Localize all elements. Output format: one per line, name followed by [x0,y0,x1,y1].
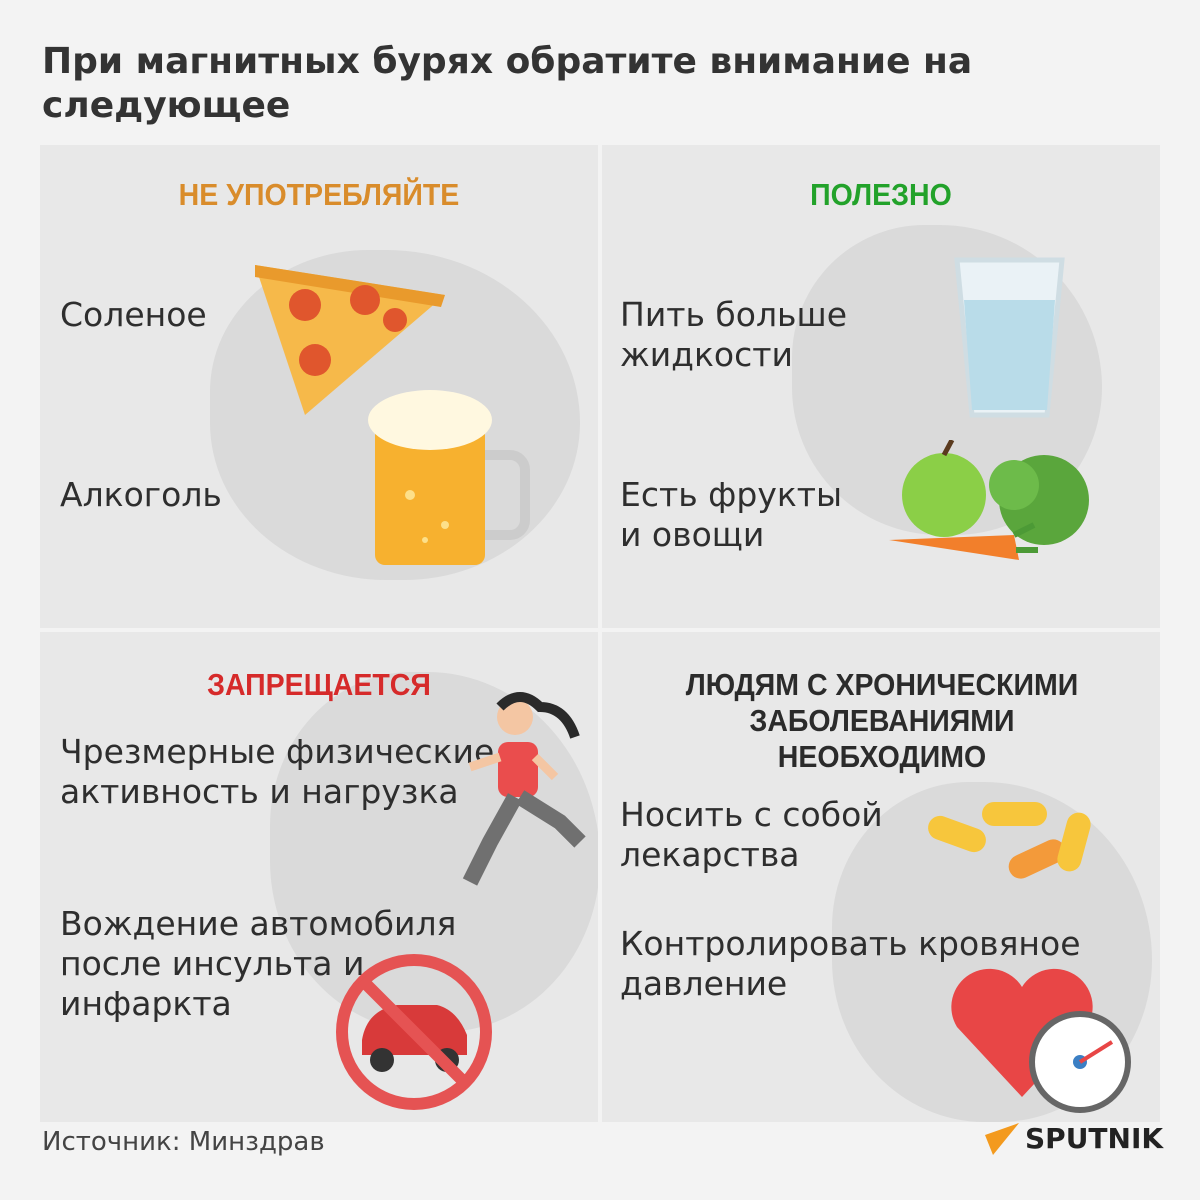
item-drink-fluids: Пить больше жидкости [620,295,848,374]
heading-forbidden: ЗАПРЕЩАЕТСЯ [207,667,431,702]
heading-chronic-diseases: ЛЮДЯМ С ХРОНИЧЕСКИМИ ЗАБОЛЕВАНИЯМИ НЕОБХ… [685,667,1079,774]
logo-text: SPUTNIK [1025,1122,1164,1155]
background-blob [270,672,598,1032]
item-alcohol: Алкоголь [60,475,222,514]
beer-mug-icon [368,390,530,565]
no-car-icon [336,954,492,1110]
heading-do-not-consume: НЕ УПОТРЕБЛЯЙТЕ [178,177,460,212]
sputnik-logo: SPUTNIK [985,1122,1163,1155]
item-fruits-vegetables: Есть фрукты и овощи [620,475,843,554]
item-control-blood-pressure: Контролировать кровяное давление [620,924,1081,1003]
water-glass-icon [954,257,1065,418]
quadrant-useful: ПОЛЕЗНО Пить больше жидкости Есть фрукты… [602,145,1160,628]
sputnik-logo-icon [985,1122,1019,1155]
quadrant-do-not-consume: НЕ УПОТРЕБЛЯЙТЕ Соленое Алкоголь [40,145,598,628]
heading-useful: ПОЛЕЗНО [810,177,952,212]
quadrant-chronic-diseases: ЛЮДЯМ С ХРОНИЧЕСКИМИ ЗАБОЛЕВАНИЯМИ НЕОБХ… [602,632,1160,1122]
quadrant-forbidden: ЗАПРЕЩАЕТСЯ Чрезмерные физические активн… [40,632,598,1122]
item-driving: Вождение автомобиля после инсульта и инф… [60,904,457,1023]
item-salty: Соленое [60,295,207,334]
page-title: При магнитных бурях обратите внимание на… [42,41,973,126]
heart-pressure-gauge-icon [951,968,1131,1113]
running-woman-icon [462,692,586,886]
item-physical-activity: Чрезмерные физические активность и нагру… [60,732,495,811]
source-caption: Источник: Минздрав [42,1127,325,1157]
pizza-icon [255,265,445,415]
item-carry-medicine: Носить с собой лекарства [620,795,883,874]
fruits-vegetables-icon [889,440,1089,560]
pills-icon [928,802,1091,879]
